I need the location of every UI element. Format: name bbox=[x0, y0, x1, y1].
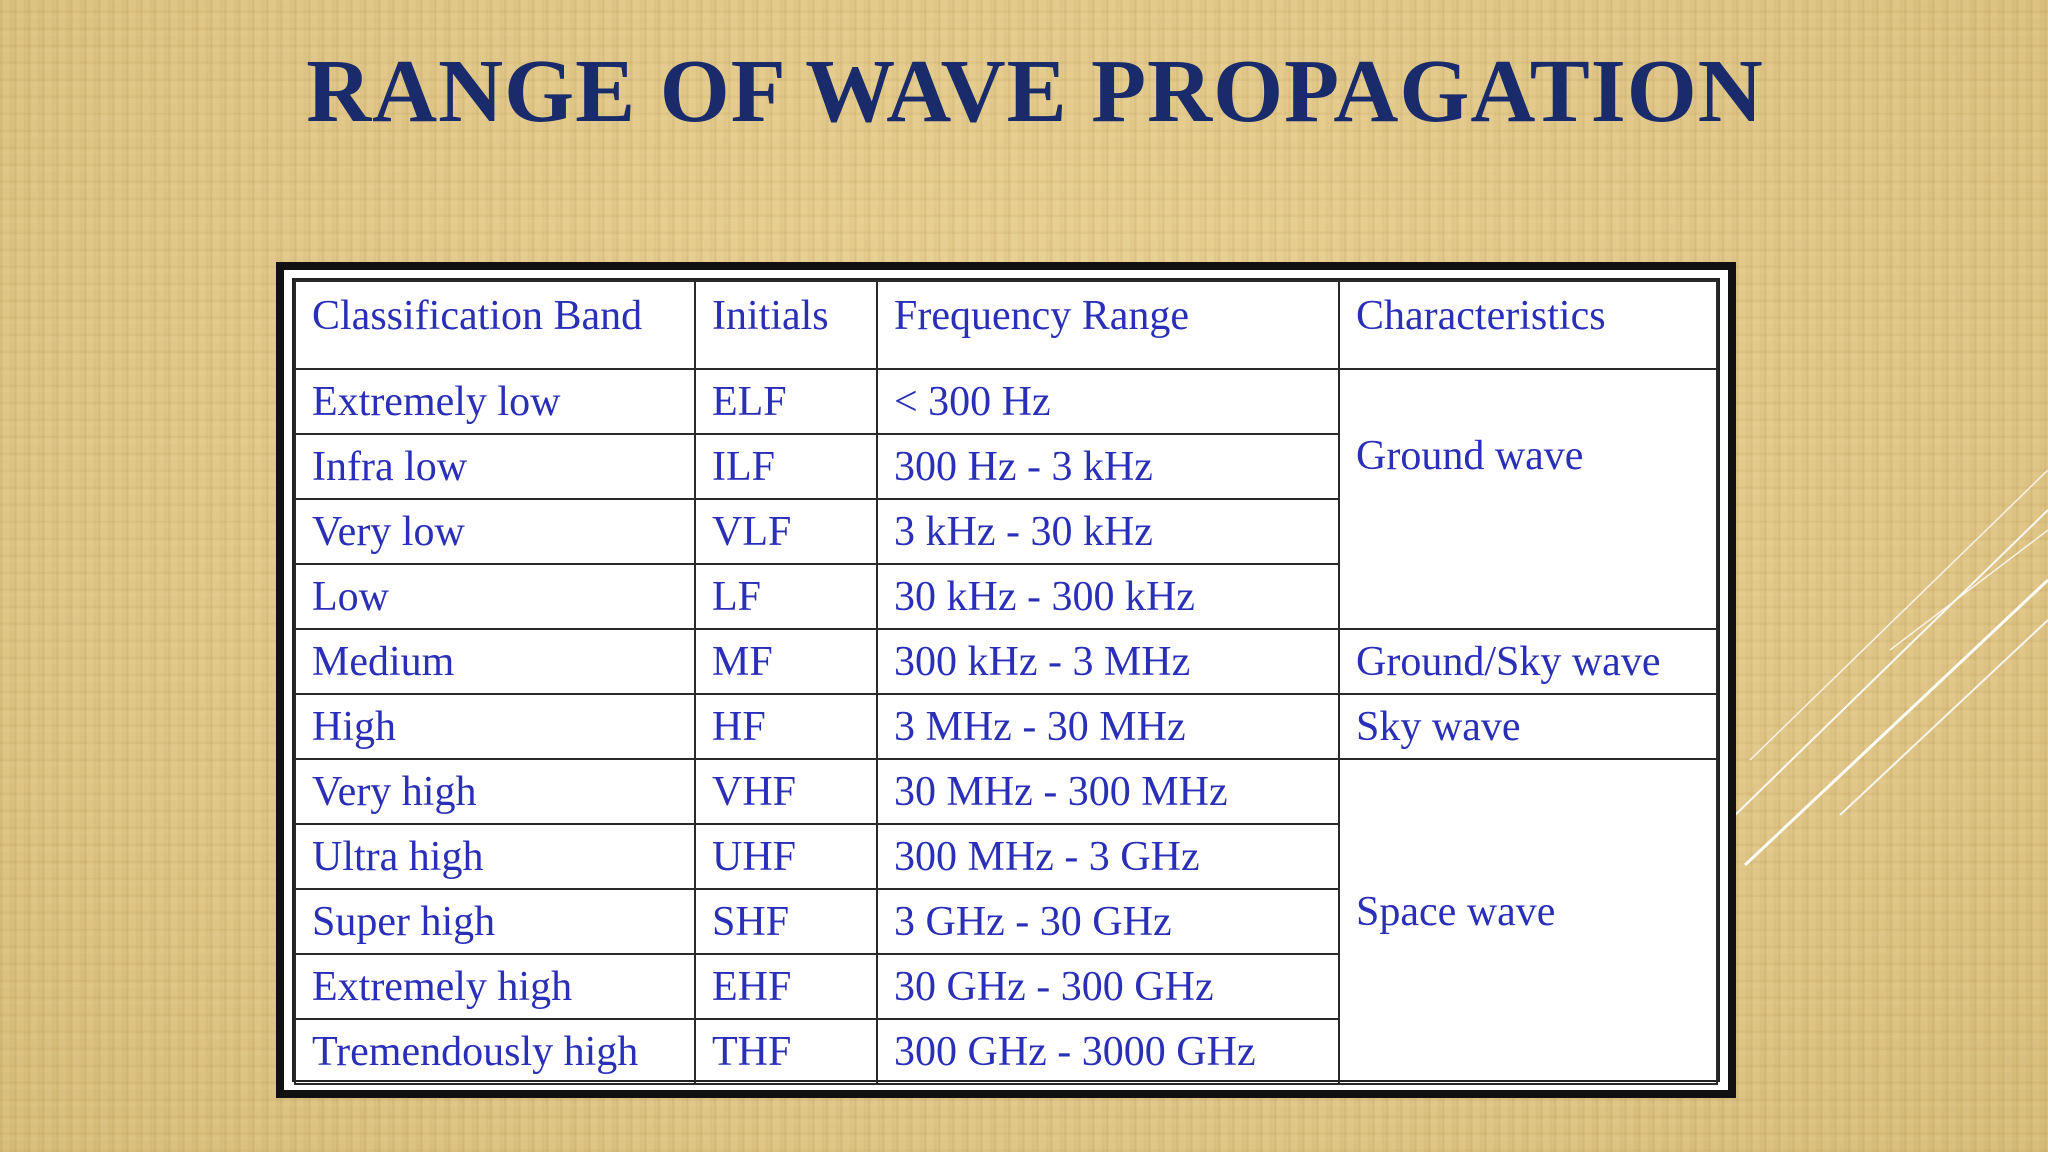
range-cell: 300 kHz - 3 MHz bbox=[876, 628, 1340, 695]
range-cell: 3 kHz - 30 kHz bbox=[876, 498, 1340, 565]
table-row: Extremely low ELF < 300 Hz Ground wave bbox=[294, 368, 1718, 630]
frequency-table: Classification Band Initials Frequency R… bbox=[294, 280, 1718, 1085]
range-cell: 3 MHz - 30 MHz bbox=[876, 693, 1340, 760]
header-initials: Initials bbox=[694, 280, 878, 370]
header-classification-band: Classification Band bbox=[294, 280, 696, 370]
initials-cell: UHF bbox=[694, 823, 878, 890]
band-cell: Infra low bbox=[294, 433, 696, 500]
characteristics-sky-wave: Sky wave bbox=[1338, 693, 1718, 760]
band-cell: Extremely high bbox=[294, 953, 696, 1020]
table-row: Ultra high UHF 300 MHz - 3 GHz bbox=[294, 823, 1717, 890]
header-frequency-range: Frequency Range bbox=[876, 280, 1340, 370]
table-row: Low LF 30 kHz - 300 kHz bbox=[294, 563, 1717, 630]
initials-cell: VHF bbox=[694, 758, 878, 825]
range-cell: 30 MHz - 300 MHz bbox=[876, 758, 1340, 825]
slide-title: RANGE OF WAVE PROPAGATION bbox=[306, 42, 1764, 141]
band-cell: Ultra high bbox=[294, 823, 696, 890]
range-cell: 30 kHz - 300 kHz bbox=[876, 563, 1340, 630]
initials-cell: HF bbox=[694, 693, 878, 760]
table-row: Extremely high EHF 30 GHz - 300 GHz bbox=[294, 953, 1717, 1020]
characteristics-ground-sky-wave: Ground/Sky wave bbox=[1338, 628, 1718, 695]
table-row: Super high SHF 3 GHz - 30 GHz bbox=[294, 888, 1717, 955]
initials-cell: ELF bbox=[694, 368, 878, 435]
band-cell: Super high bbox=[294, 888, 696, 955]
band-cell: Very high bbox=[294, 758, 696, 825]
range-cell: 3 GHz - 30 GHz bbox=[876, 888, 1340, 955]
band-cell: Very low bbox=[294, 498, 696, 565]
band-cell: High bbox=[294, 693, 696, 760]
frequency-table-frame: Classification Band Initials Frequency R… bbox=[276, 262, 1736, 1098]
initials-cell: ILF bbox=[694, 433, 878, 500]
band-cell: Extremely low bbox=[294, 368, 696, 435]
decorative-lines bbox=[1729, 470, 2048, 867]
characteristics-space-wave: Space wave bbox=[1338, 758, 1718, 1085]
initials-cell: EHF bbox=[694, 953, 878, 1020]
range-cell: < 300 Hz bbox=[876, 368, 1340, 435]
range-cell: 300 GHz - 3000 GHz bbox=[876, 1018, 1340, 1085]
header-characteristics: Characteristics bbox=[1338, 280, 1718, 370]
initials-cell: MF bbox=[694, 628, 878, 695]
band-cell: Medium bbox=[294, 628, 696, 695]
initials-cell: SHF bbox=[694, 888, 878, 955]
band-cell: Low bbox=[294, 563, 696, 630]
range-cell: 300 MHz - 3 GHz bbox=[876, 823, 1340, 890]
frequency-table-inner: Classification Band Initials Frequency R… bbox=[292, 278, 1720, 1085]
table-row: Very high VHF 30 MHz - 300 MHz Space wav… bbox=[294, 758, 1718, 1085]
range-cell: 300 Hz - 3 kHz bbox=[876, 433, 1340, 500]
table-row: High HF 3 MHz - 30 MHz Sky wave bbox=[294, 693, 1718, 760]
range-cell: 30 GHz - 300 GHz bbox=[876, 953, 1340, 1020]
initials-cell: LF bbox=[694, 563, 878, 630]
table-row: Infra low ILF 300 Hz - 3 kHz bbox=[294, 433, 1717, 500]
table-header-row: Classification Band Initials Frequency R… bbox=[294, 280, 1718, 370]
table-row: Medium MF 300 kHz - 3 MHz Ground/Sky wav… bbox=[294, 628, 1718, 695]
initials-cell: VLF bbox=[694, 498, 878, 565]
table-row: Very low VLF 3 kHz - 30 kHz bbox=[294, 498, 1717, 565]
characteristics-ground-wave: Ground wave bbox=[1338, 368, 1718, 630]
table-row: Tremendously high THF 300 GHz - 3000 GHz bbox=[294, 1018, 1717, 1085]
band-cell: Tremendously high bbox=[294, 1018, 696, 1085]
initials-cell: THF bbox=[694, 1018, 878, 1085]
